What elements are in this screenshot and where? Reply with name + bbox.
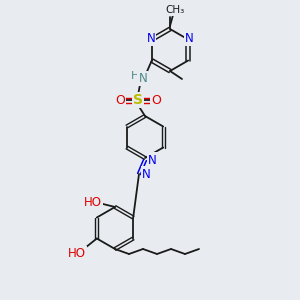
- Text: N: N: [142, 167, 150, 181]
- Text: H: H: [131, 71, 139, 81]
- Text: HO: HO: [84, 196, 102, 208]
- Text: N: N: [139, 72, 147, 85]
- Text: S: S: [133, 93, 143, 107]
- Text: N: N: [148, 154, 156, 166]
- Text: N: N: [185, 32, 194, 45]
- Text: O: O: [151, 94, 161, 106]
- Text: CH₃: CH₃: [165, 5, 184, 15]
- Text: O: O: [115, 94, 125, 106]
- Text: N: N: [146, 32, 155, 45]
- Text: HO: HO: [68, 247, 86, 260]
